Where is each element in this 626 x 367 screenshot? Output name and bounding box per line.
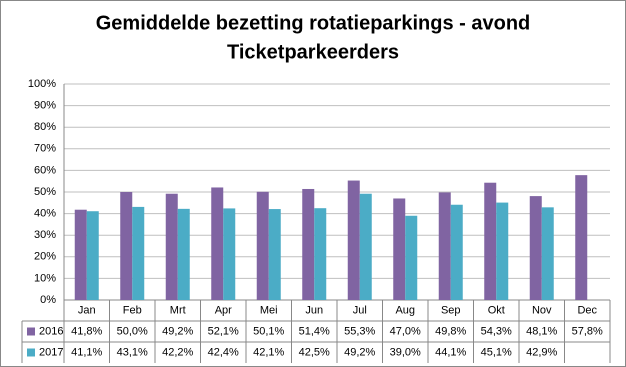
legend-label: 2017: [39, 346, 63, 358]
table-value: 42,4%: [208, 346, 239, 358]
y-tick-label: 60%: [34, 164, 56, 176]
bar: [177, 208, 190, 300]
bar: [302, 188, 315, 300]
x-tick-label: Feb: [123, 304, 142, 316]
bar: [405, 215, 418, 300]
x-tick-label: Aug: [395, 304, 415, 316]
table-value: 41,8%: [71, 325, 102, 337]
bar: [529, 196, 542, 300]
bar: [393, 198, 406, 300]
table-value: 42,9%: [526, 346, 557, 358]
table-value: 41,1%: [71, 346, 102, 358]
bar: [74, 209, 87, 300]
x-tick-label: Jun: [305, 304, 323, 316]
bar: [496, 202, 509, 300]
bar: [120, 192, 133, 300]
table-value: 52,1%: [208, 325, 239, 337]
bar: [484, 182, 497, 300]
table-value: 42,1%: [253, 346, 284, 358]
table-value: 45,1%: [481, 346, 512, 358]
table-value: 42,2%: [162, 346, 193, 358]
bar: [541, 207, 554, 300]
y-tick-label: 40%: [34, 208, 56, 220]
bar: [575, 175, 588, 300]
table-value: 47,0%: [390, 325, 421, 337]
bar: [347, 180, 360, 300]
table-value: 49,2%: [344, 346, 375, 358]
bar: [211, 187, 224, 300]
table-value: 42,5%: [299, 346, 330, 358]
y-tick-label: 50%: [34, 186, 56, 198]
table-value: 57,8%: [572, 325, 603, 337]
y-tick-label: 70%: [34, 143, 56, 155]
table-value: 48,1%: [526, 325, 557, 337]
x-tick-label: Mei: [260, 304, 278, 316]
y-tick-label: 0%: [40, 294, 56, 306]
y-tick-label: 90%: [34, 100, 56, 112]
x-tick-label: Mrt: [170, 304, 186, 316]
chart-subtitle: Ticketparkeerders: [227, 41, 399, 63]
table-value: 51,4%: [299, 325, 330, 337]
chart-title: Gemiddelde bezetting rotatieparkings - a…: [96, 12, 531, 34]
legend-swatch: [27, 348, 35, 357]
table-value: 39,0%: [390, 346, 421, 358]
y-tick-label: 10%: [34, 272, 56, 284]
x-tick-label: Dec: [577, 304, 597, 316]
table-value: 50,0%: [117, 325, 148, 337]
bar: [223, 208, 236, 300]
x-tick-label: Apr: [215, 304, 232, 316]
table-value: 55,3%: [344, 325, 375, 337]
x-tick-label: Jul: [353, 304, 367, 316]
table-value: 49,2%: [162, 325, 193, 337]
bar: [256, 191, 269, 300]
y-tick-label: 20%: [34, 251, 56, 263]
table-value: 54,3%: [481, 325, 512, 337]
x-tick-label: Nov: [532, 304, 552, 316]
bar: [86, 211, 99, 300]
bar: [314, 208, 327, 300]
legend-label: 2016: [39, 325, 63, 337]
bar: [438, 192, 451, 300]
x-tick-label: Sep: [441, 304, 461, 316]
bar: [450, 204, 463, 300]
table-value: 44,1%: [435, 346, 466, 358]
x-tick-label: Okt: [488, 304, 505, 316]
bar: [165, 193, 178, 300]
bar: [359, 193, 372, 300]
y-tick-label: 100%: [28, 78, 56, 90]
table-value: 50,1%: [253, 325, 284, 337]
table-value: 49,8%: [435, 325, 466, 337]
table-value: 43,1%: [117, 346, 148, 358]
x-tick-label: Jan: [78, 304, 96, 316]
y-tick-label: 80%: [34, 121, 56, 133]
bar: [132, 206, 145, 300]
bar: [268, 209, 281, 300]
legend-swatch: [27, 327, 35, 336]
y-tick-label: 30%: [34, 229, 56, 241]
